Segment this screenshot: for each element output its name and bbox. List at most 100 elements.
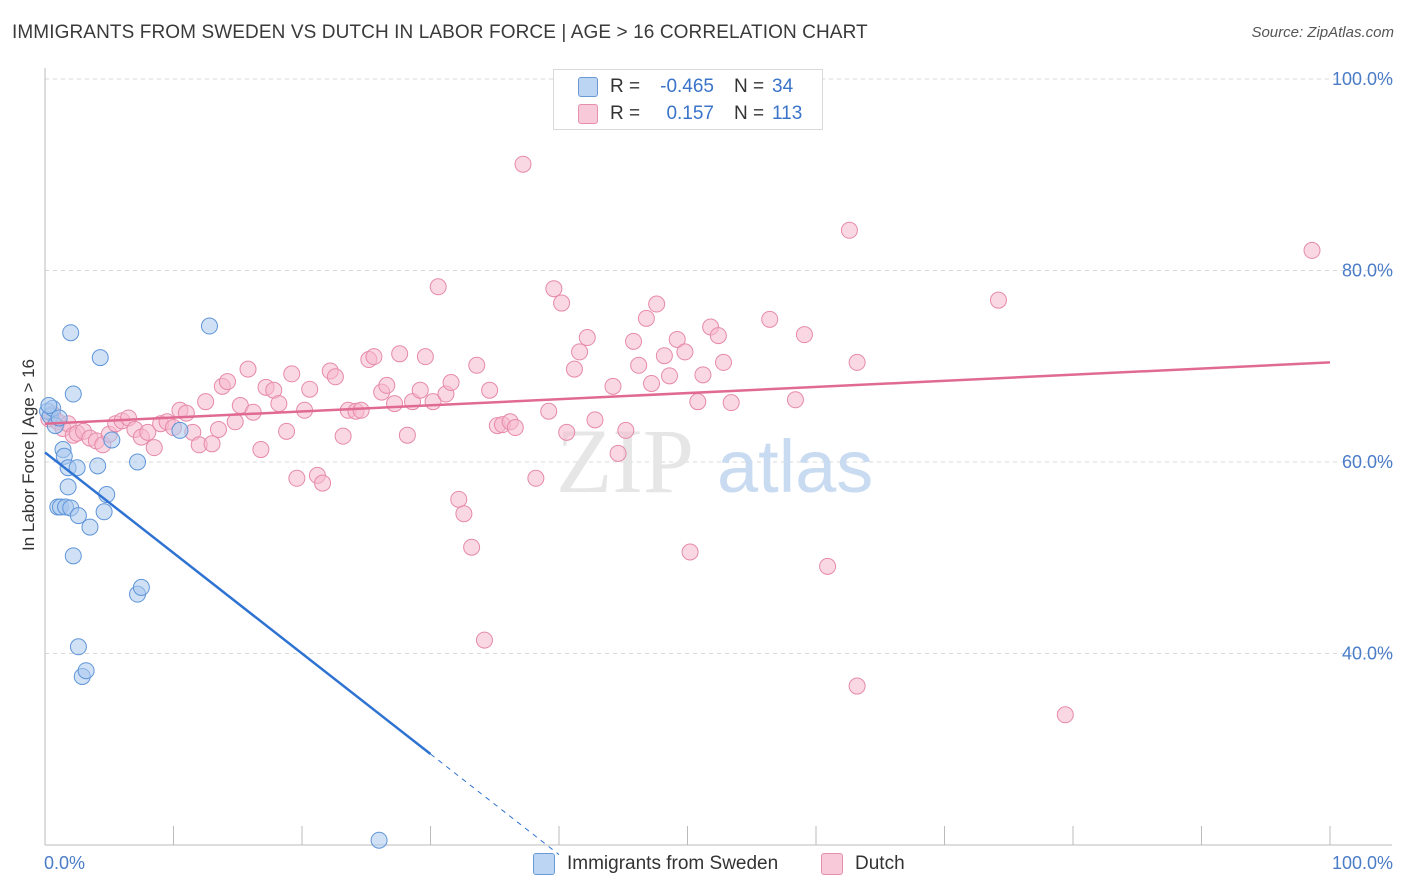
bottom-swatch-dutch: [821, 853, 843, 875]
sweden-point: [91, 349, 109, 367]
legend-n-label: N =: [734, 103, 765, 124]
sweden-point: [40, 397, 58, 415]
sweden-point: [89, 457, 107, 475]
legend-row-dutch: R = 0.157 N = 113: [578, 102, 802, 126]
dutch-point: [468, 356, 486, 374]
legend-n-label: N =: [734, 76, 765, 97]
dutch-point: [326, 368, 344, 386]
sweden-point: [77, 662, 95, 680]
sweden-point: [64, 547, 82, 565]
dutch-point: [714, 353, 732, 371]
dutch-point: [840, 221, 858, 239]
dutch-point: [643, 374, 661, 392]
sweden-point: [132, 578, 150, 596]
sweden-trend-line: [44, 451, 432, 756]
dutch-point: [334, 427, 352, 445]
dutch-point: [722, 394, 740, 412]
dutch-point: [145, 439, 163, 457]
dutch-point: [270, 395, 288, 413]
legend-r-value-dutch: 0.157: [666, 103, 714, 124]
dutch-point: [786, 391, 804, 409]
y-tick-label: 60.0%: [1342, 452, 1393, 472]
dutch-point: [239, 360, 257, 378]
dutch-point: [630, 356, 648, 374]
dutch-point: [391, 345, 409, 363]
sweden-point: [69, 638, 87, 656]
dutch-point: [1056, 706, 1074, 724]
correlation-legend: R = -0.465 N = 34 R = 0.157 N = 113: [553, 69, 823, 130]
legend-r-label: R =: [610, 76, 641, 97]
sweden-point: [129, 453, 147, 471]
dutch-point: [244, 403, 262, 421]
grid-lines: [45, 78, 1392, 654]
legend-n-value-sweden: 34: [772, 76, 794, 97]
legend-r-value-sweden: -0.465: [660, 76, 714, 97]
dutch-point: [795, 326, 813, 344]
sweden-point: [69, 507, 87, 525]
dutch-point: [694, 366, 712, 384]
tick-labels: 40.0% 60.0% 80.0% 100.0% 0.0% 100.0%: [44, 69, 1393, 873]
dutch-point: [365, 348, 383, 366]
dutch-point: [848, 677, 866, 695]
legend-swatch-sweden: [578, 77, 598, 97]
dutch-point: [475, 631, 493, 649]
sweden-point: [62, 324, 80, 342]
dutch-point: [625, 332, 643, 350]
source-credit: Source: ZipAtlas.com: [1251, 24, 1394, 41]
dutch-point: [558, 423, 576, 441]
dutch-point: [681, 543, 699, 561]
dutch-point: [540, 402, 558, 420]
dutch-point: [352, 401, 370, 419]
x-tick-label: 100.0%: [1332, 853, 1393, 873]
dutch-point: [527, 469, 545, 487]
dutch-point: [398, 426, 416, 444]
legend-swatch-dutch: [578, 104, 598, 124]
sweden-point: [370, 831, 388, 849]
dutch-point: [506, 419, 524, 437]
sweden-point: [68, 459, 86, 477]
sweden-point: [103, 431, 121, 449]
dutch-point: [442, 374, 460, 392]
dutch-point: [288, 469, 306, 487]
watermark-atlas: atlas: [717, 425, 873, 508]
dutch-point: [481, 381, 499, 399]
dutch-point: [283, 365, 301, 383]
sweden-point: [64, 385, 82, 403]
bottom-legend-sweden: Immigrants from Sweden: [533, 852, 778, 876]
legend-n-value-dutch: 113: [772, 103, 803, 124]
y-tick-label: 40.0%: [1342, 644, 1393, 664]
sweden-trend-extension: [430, 753, 560, 855]
bottom-swatch-sweden: [533, 853, 555, 875]
x-tick-label: 0.0%: [44, 853, 85, 873]
dutch-point: [429, 278, 447, 296]
dutch-point: [676, 343, 694, 361]
chart-title: IMMIGRANTS FROM SWEDEN VS DUTCH IN LABOR…: [12, 22, 868, 43]
dutch-point: [226, 413, 244, 431]
trend-lines: [44, 361, 1331, 855]
dutch-point: [617, 421, 635, 439]
dutch-point: [761, 310, 779, 328]
dutch-point: [819, 557, 837, 575]
y-tick-label: 100.0%: [1332, 69, 1393, 89]
sweden-point: [200, 317, 218, 335]
dutch-point: [139, 423, 157, 441]
dutch-point: [586, 411, 604, 429]
bottom-legend-dutch-label: Dutch: [855, 853, 905, 874]
axes: [44, 68, 1392, 846]
dutch-trend-line: [44, 361, 1331, 425]
dutch-point: [378, 376, 396, 394]
dutch-point: [648, 295, 666, 313]
dutch-point: [655, 347, 673, 365]
dutch-point: [848, 353, 866, 371]
dutch-point: [553, 294, 571, 312]
dutch-point: [463, 538, 481, 556]
dutch-point: [1303, 241, 1321, 259]
dutch-point: [411, 381, 429, 399]
y-tick-label: 80.0%: [1342, 261, 1393, 281]
dutch-point: [301, 380, 319, 398]
sweden-point: [81, 518, 99, 536]
bottom-legend-sweden-label: Immigrants from Sweden: [567, 853, 779, 874]
sweden-point: [171, 421, 189, 439]
legend-row-sweden: R = -0.465 N = 34: [578, 75, 793, 99]
